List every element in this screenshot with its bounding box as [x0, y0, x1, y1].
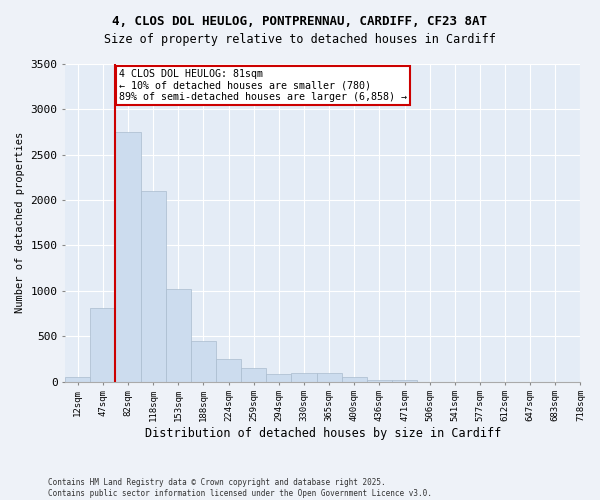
Bar	[392, 380, 417, 382]
Bar	[115, 132, 140, 382]
Text: Contains HM Land Registry data © Crown copyright and database right 2025.
Contai: Contains HM Land Registry data © Crown c…	[48, 478, 432, 498]
Bar	[140, 191, 166, 382]
Bar	[317, 374, 341, 382]
Bar	[216, 360, 241, 382]
Text: 4, CLOS DOL HEULOG, PONTPRENNAU, CARDIFF, CF23 8AT: 4, CLOS DOL HEULOG, PONTPRENNAU, CARDIFF…	[113, 15, 487, 28]
Text: 4 CLOS DOL HEULOG: 81sqm
← 10% of detached houses are smaller (780)
89% of semi-: 4 CLOS DOL HEULOG: 81sqm ← 10% of detach…	[119, 68, 407, 102]
Bar	[65, 376, 91, 382]
Bar	[166, 289, 191, 382]
Bar	[241, 368, 266, 382]
Text: Size of property relative to detached houses in Cardiff: Size of property relative to detached ho…	[104, 32, 496, 46]
Bar	[292, 374, 317, 382]
X-axis label: Distribution of detached houses by size in Cardiff: Distribution of detached houses by size …	[145, 427, 501, 440]
Bar	[91, 308, 115, 382]
Bar	[367, 380, 392, 382]
Y-axis label: Number of detached properties: Number of detached properties	[15, 132, 25, 314]
Bar	[266, 374, 292, 382]
Bar	[341, 376, 367, 382]
Bar	[191, 340, 216, 382]
